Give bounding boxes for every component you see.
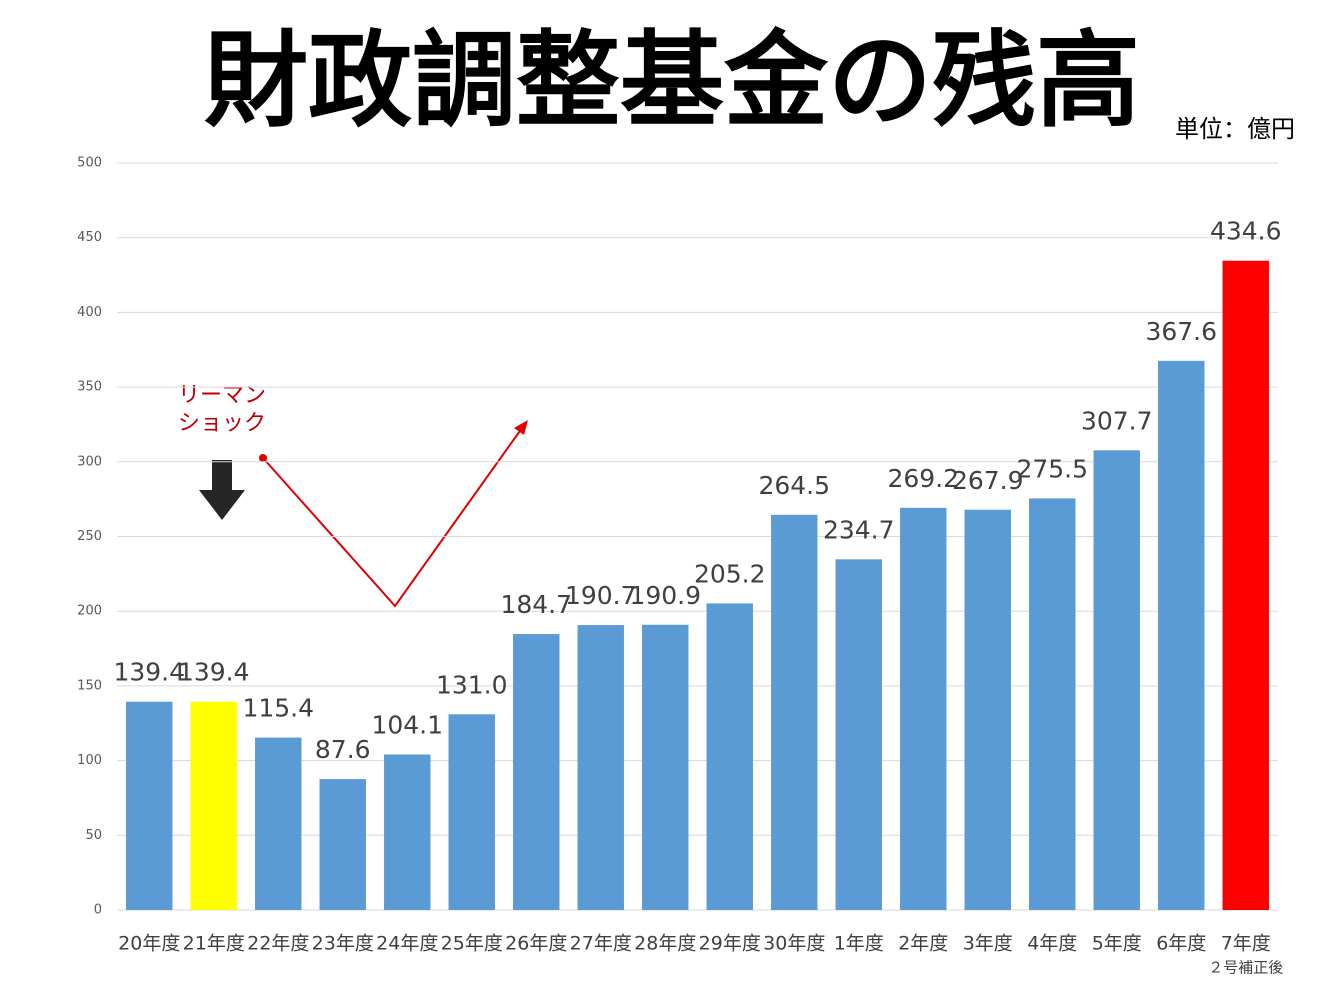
value-label: 264.5 [758, 471, 830, 500]
x-tick-label: 2年度 [898, 933, 948, 955]
x-tick-label: 29年度 [699, 933, 761, 955]
y-tick-label: 450 [77, 230, 102, 245]
value-label: 184.7 [500, 590, 572, 619]
bar [642, 624, 689, 910]
bar [1222, 260, 1269, 910]
bar [835, 559, 882, 910]
value-label: 269.2 [887, 464, 959, 493]
x-tick-label: 27年度 [570, 933, 632, 955]
value-label: 139.4 [113, 658, 185, 687]
y-tick-label: 250 [77, 529, 102, 544]
down-arrow [199, 460, 245, 520]
x-tick-label: 20年度 [118, 933, 180, 955]
y-tick-label: 500 [77, 156, 102, 171]
bar [513, 634, 560, 910]
bar [190, 701, 237, 910]
bar [255, 737, 302, 910]
y-tick-label: 0 [94, 903, 102, 918]
x-tick-label: 25年度 [441, 933, 503, 955]
x-tick-label: 23年度 [312, 933, 374, 955]
trend-arrow [259, 420, 528, 608]
value-label: 234.7 [823, 515, 895, 544]
bar [1093, 450, 1140, 910]
x-tick-label: 24年度 [376, 933, 438, 955]
value-label: 115.4 [242, 694, 314, 723]
bar [448, 714, 495, 910]
y-tick-label: 400 [77, 305, 102, 320]
x-tick-label: 30年度 [763, 933, 825, 955]
y-tick-label: 50 [85, 828, 102, 843]
y-tick-label: 100 [77, 753, 102, 768]
annotation: ショック [178, 411, 266, 436]
category-note: ２号補正後 [1208, 959, 1283, 977]
value-label: 190.9 [629, 581, 701, 610]
x-tick-label: 4年度 [1027, 933, 1077, 955]
x-tick-label: 28年度 [634, 933, 696, 955]
x-tick-label: 22年度 [247, 933, 309, 955]
bar [706, 603, 753, 910]
value-label: 275.5 [1016, 454, 1088, 483]
arrow-head [514, 420, 528, 435]
x-tick-label: 26年度 [505, 933, 567, 955]
x-tick-label: 1年度 [834, 933, 884, 955]
value-label: 307.7 [1081, 406, 1153, 435]
bar [319, 779, 366, 910]
y-tick-label: 150 [77, 678, 102, 693]
bar [900, 507, 947, 910]
value-label: 104.1 [371, 710, 443, 739]
x-tick-label: 21年度 [183, 933, 245, 955]
value-label: 367.6 [1145, 317, 1217, 346]
unit-label: 単位：億円 [1175, 115, 1295, 143]
value-label: 205.2 [694, 559, 766, 588]
x-tick-label: 3年度 [963, 933, 1013, 955]
bar [384, 754, 431, 910]
y-tick-label: 200 [77, 604, 102, 619]
y-tick-label: 350 [77, 380, 102, 395]
y-tick-label: 300 [77, 454, 102, 469]
value-label: 267.9 [952, 466, 1024, 495]
bar [577, 625, 624, 910]
value-label: 87.6 [315, 735, 371, 764]
bar [1158, 360, 1205, 910]
value-label: 139.4 [178, 658, 250, 687]
chart-title: 財政調整基金の残高 [204, 19, 1140, 141]
bar [126, 701, 173, 910]
x-tick-label: 5年度 [1092, 933, 1142, 955]
value-label: 131.0 [436, 670, 508, 699]
bar [771, 514, 818, 910]
bar [964, 509, 1011, 910]
value-label: 190.7 [565, 581, 637, 610]
x-tick-label: 6年度 [1156, 933, 1206, 955]
x-tick-label: 7年度 [1221, 933, 1271, 955]
value-label: 434.6 [1210, 217, 1282, 246]
trend-line [262, 427, 523, 608]
bar [1029, 498, 1076, 910]
